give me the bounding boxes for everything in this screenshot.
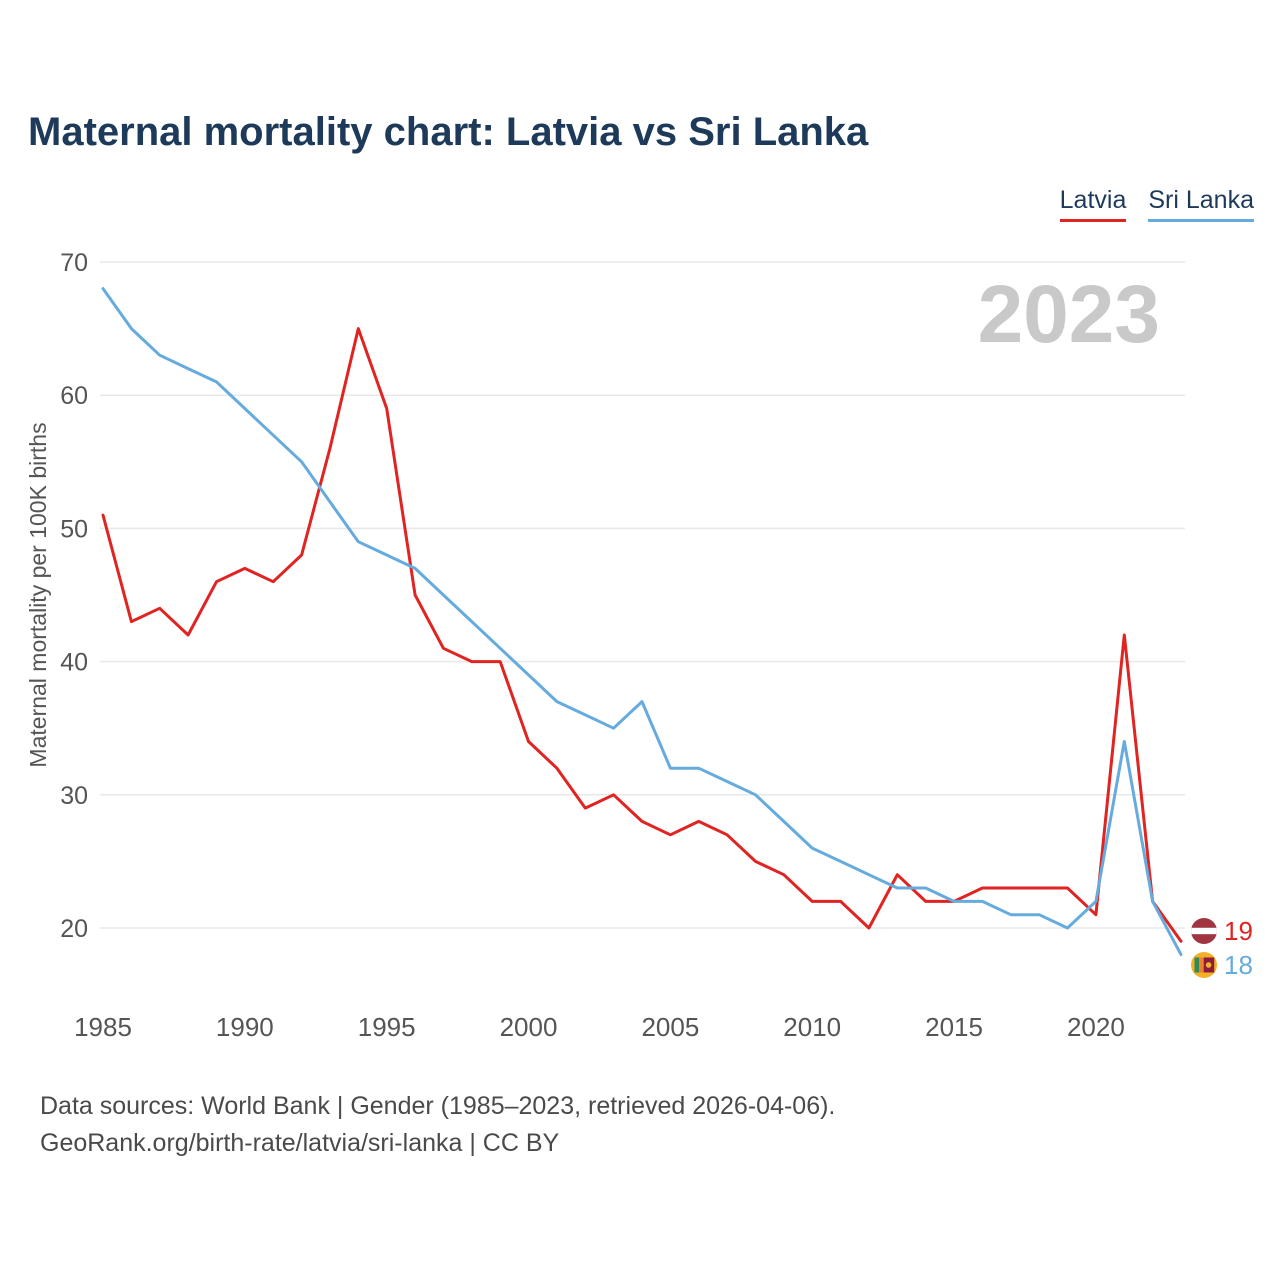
source-line: Data sources: World Bank | Gender (1985–…	[40, 1092, 836, 1120]
legend-item-sri-lanka[interactable]: Sri Lanka	[1148, 186, 1254, 222]
svg-text:2005: 2005	[641, 1012, 699, 1042]
chart-legend: Latvia Sri Lanka	[1059, 186, 1254, 222]
svg-text:2000: 2000	[500, 1012, 558, 1042]
svg-text:60: 60	[60, 382, 88, 410]
svg-text:2015: 2015	[925, 1012, 983, 1042]
svg-text:1995: 1995	[358, 1012, 416, 1042]
y-axis-title: Maternal mortality per 100K births	[25, 422, 51, 767]
gridlines	[100, 261, 1185, 929]
svg-text:70: 70	[60, 249, 88, 277]
series-line-sri-lanka	[101, 287, 1183, 957]
page-title: Maternal mortality chart: Latvia vs Sri …	[28, 110, 869, 154]
x-axis-tick-labels: 1985 1990 1995 2000 2005 2010 2015 2020	[74, 1012, 1125, 1042]
attribution-line: GeoRank.org/birth-rate/latvia/sri-lanka …	[40, 1129, 560, 1157]
year-watermark: 2023	[978, 269, 1160, 360]
svg-text:2020: 2020	[1067, 1012, 1125, 1042]
series-end-value-latvia: 19	[1224, 916, 1253, 946]
latvia-flag-icon	[1191, 917, 1217, 944]
svg-text:50: 50	[60, 515, 88, 543]
svg-text:1985: 1985	[74, 1012, 132, 1042]
legend-item-latvia[interactable]: Latvia	[1059, 186, 1127, 222]
svg-text:2010: 2010	[783, 1012, 841, 1042]
sri-lanka-flag-icon	[1191, 951, 1217, 978]
svg-text:20: 20	[60, 915, 88, 943]
svg-text:40: 40	[60, 649, 88, 677]
y-axis-tick-labels: 20 30 40 50 60 70	[60, 249, 88, 943]
svg-text:30: 30	[60, 782, 88, 810]
svg-text:1990: 1990	[216, 1012, 274, 1042]
series-line-latvia	[101, 327, 1183, 943]
series-end-value-sri-lanka: 18	[1224, 950, 1253, 980]
data-source-note: Data sources: World Bank | Gender (1985–…	[40, 1088, 835, 1162]
